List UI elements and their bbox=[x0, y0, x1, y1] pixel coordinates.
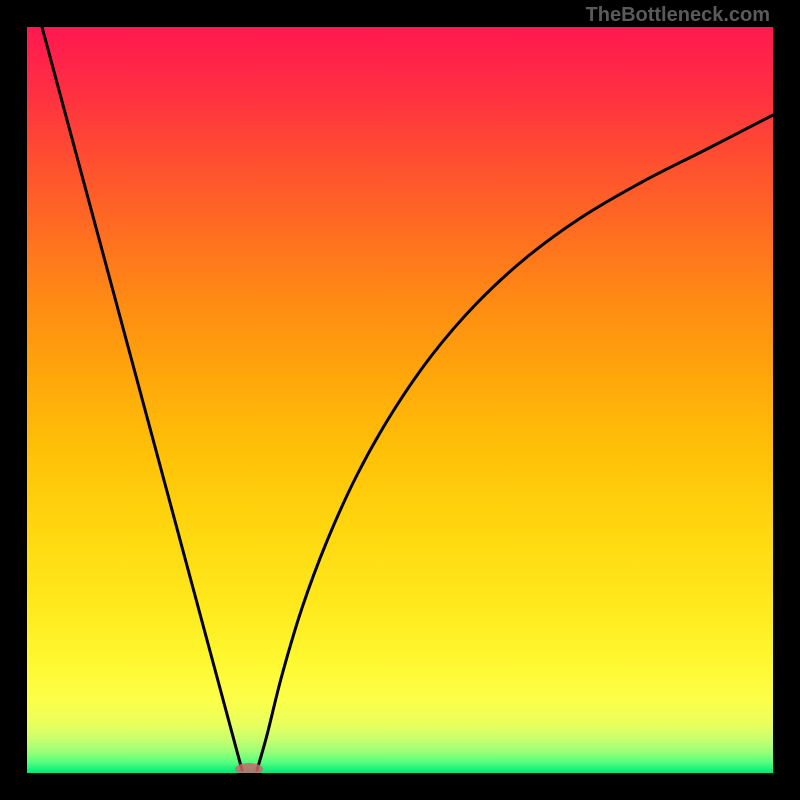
watermark-text: TheBottleneck.com bbox=[586, 4, 770, 27]
chart-svg bbox=[27, 27, 773, 773]
plot-area bbox=[27, 27, 773, 773]
chart-frame: TheBottleneck.com bbox=[0, 0, 800, 800]
